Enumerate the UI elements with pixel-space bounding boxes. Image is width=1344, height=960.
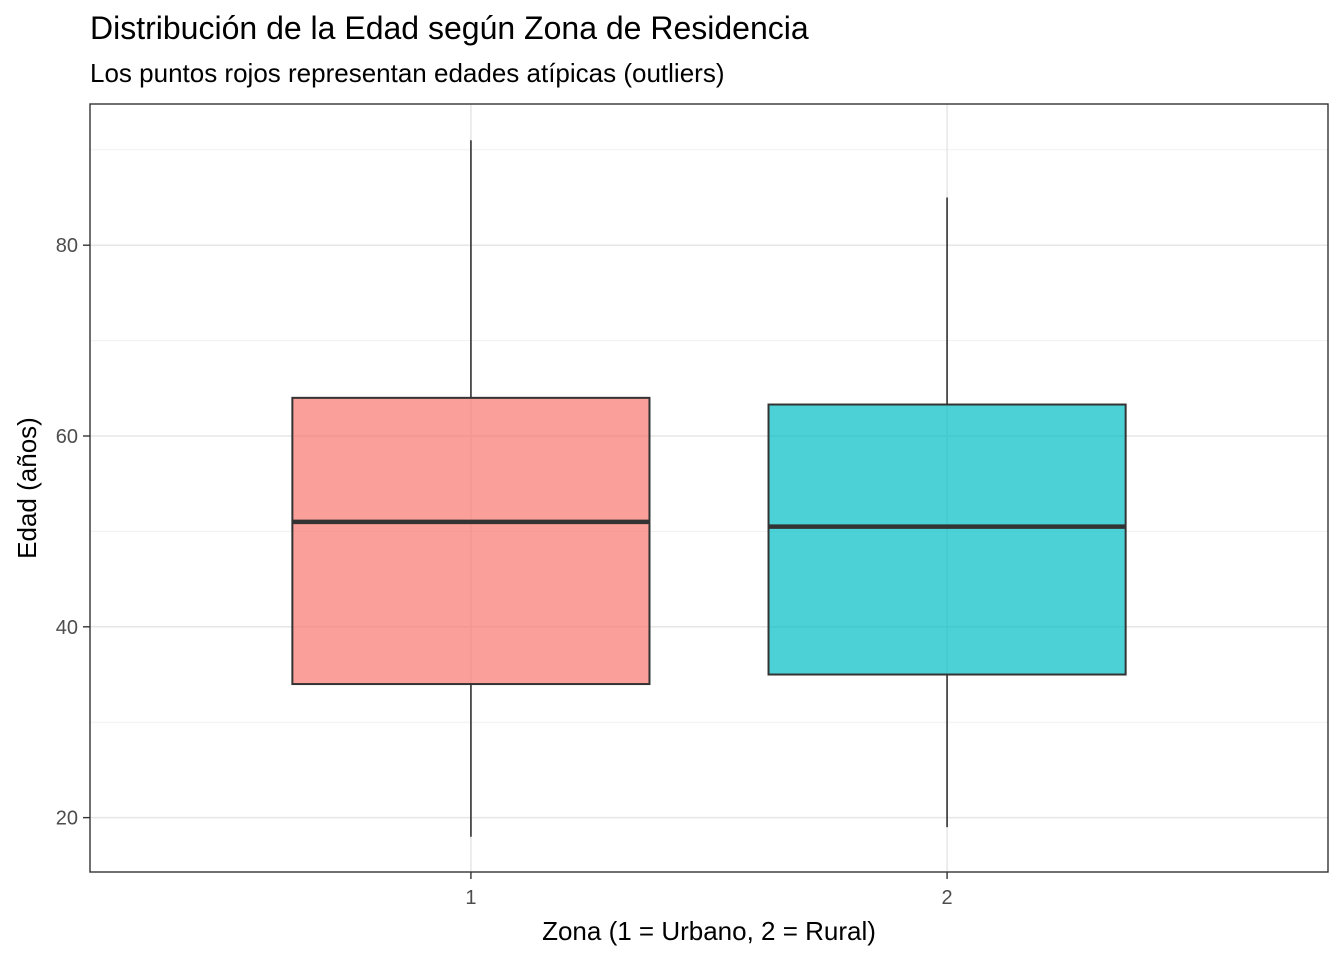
x-axis-title: Zona (1 = Urbano, 2 = Rural) bbox=[542, 916, 876, 946]
y-tick-label: 40 bbox=[56, 617, 78, 639]
box-zone-1 bbox=[291, 140, 651, 837]
x-tick-label: 1 bbox=[465, 887, 476, 909]
plot-panel-border bbox=[89, 103, 1329, 873]
chart-title: Distribución de la Edad según Zona de Re… bbox=[90, 10, 809, 46]
box-zone-2 bbox=[767, 197, 1127, 828]
chart-subtitle: Los puntos rojos representan edades atíp… bbox=[90, 58, 725, 88]
iqr-box bbox=[291, 396, 651, 686]
y-tick-label: 20 bbox=[56, 808, 78, 830]
y-axis-ticks: 20 40 60 80 bbox=[56, 235, 90, 830]
x-tick-label: 2 bbox=[942, 887, 953, 909]
y-tick-label: 60 bbox=[56, 426, 78, 448]
boxes bbox=[291, 140, 1127, 837]
y-tick-label: 80 bbox=[56, 235, 78, 257]
plot-panel-background bbox=[90, 104, 1328, 872]
y-axis-title: Edad (años) bbox=[12, 417, 42, 559]
iqr-box bbox=[767, 403, 1127, 676]
